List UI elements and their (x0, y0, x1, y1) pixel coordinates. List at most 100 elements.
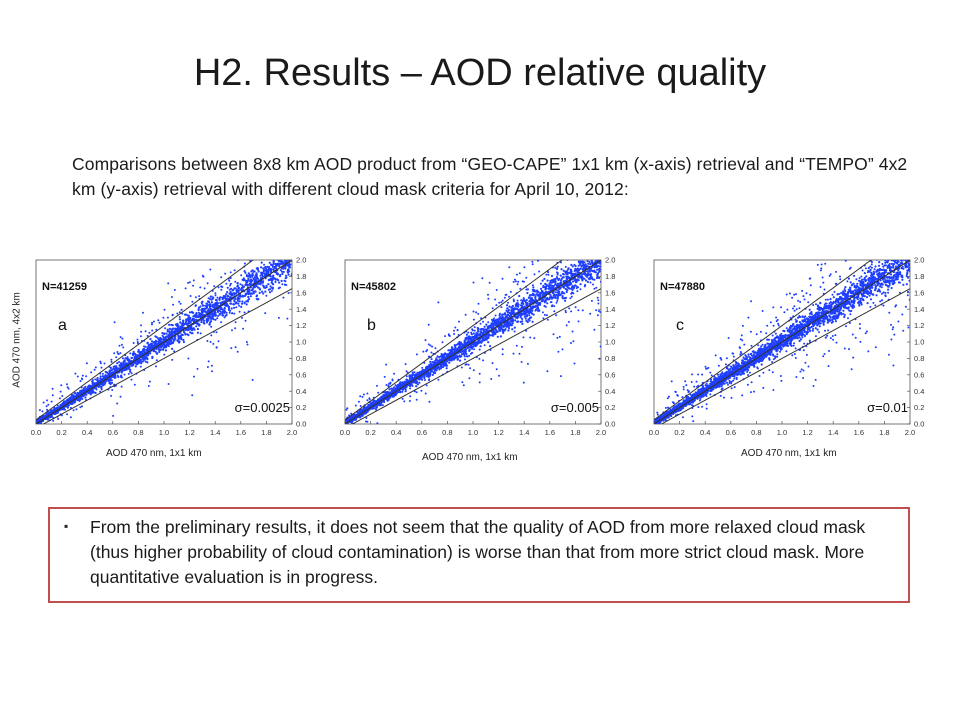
data-point (286, 268, 290, 271)
data-point (486, 325, 489, 328)
data-point (265, 249, 267, 251)
data-point (240, 226, 242, 228)
data-point (285, 274, 288, 277)
data-point (203, 307, 206, 310)
data-point (87, 391, 90, 394)
data-point (208, 322, 211, 326)
data-point (259, 283, 262, 286)
data-point (288, 245, 290, 247)
data-point (263, 269, 266, 272)
data-point (262, 267, 265, 270)
data-point (498, 327, 502, 330)
data-point (178, 327, 181, 330)
data-point (288, 254, 290, 256)
data-point (157, 319, 160, 322)
data-point (464, 350, 467, 353)
data-point (196, 315, 199, 318)
y-tick-label: 1.0 (296, 338, 306, 347)
data-point (223, 316, 226, 319)
data-point (151, 356, 154, 360)
data-point (401, 387, 404, 390)
data-point (118, 361, 121, 363)
data-point (209, 341, 212, 343)
data-point (144, 360, 147, 363)
data-point (286, 236, 288, 238)
intro-text: Comparisons between 8x8 km AOD product f… (72, 154, 908, 199)
data-point (140, 330, 143, 333)
data-point (127, 372, 130, 375)
data-point (591, 278, 594, 281)
data-point (100, 388, 103, 391)
data-point (265, 270, 268, 273)
data-point (267, 283, 270, 286)
data-point (445, 363, 448, 366)
data-point (227, 298, 230, 301)
data-point (141, 357, 144, 360)
data-point (485, 337, 488, 340)
data-point (173, 335, 176, 338)
data-point (218, 298, 221, 301)
data-point (443, 352, 447, 355)
data-point (168, 327, 171, 330)
data-point (54, 408, 57, 411)
data-point (229, 302, 232, 305)
data-point (67, 387, 70, 390)
data-point (476, 341, 479, 344)
data-point (464, 344, 467, 347)
data-point (85, 393, 88, 396)
data-point (523, 315, 526, 318)
data-point (262, 224, 264, 226)
data-point (38, 423, 41, 424)
point-cloud (345, 260, 601, 424)
data-point (541, 279, 544, 282)
data-point (64, 408, 66, 411)
data-point (481, 327, 484, 331)
data-point (273, 267, 276, 270)
data-point (165, 335, 168, 338)
data-point (194, 304, 197, 307)
data-point (117, 352, 120, 355)
data-point (538, 296, 541, 299)
data-point (285, 284, 288, 286)
data-point (89, 393, 92, 396)
scatter-panel-b: 0.0 0.2 0.4 0.6 0.8 1.0 1.2 1.4 1.6 1.8 2.0 0.0 0.2 0… (340, 256, 636, 440)
data-point (291, 250, 293, 252)
data-point (129, 370, 132, 373)
data-point (489, 325, 493, 329)
data-point (248, 247, 250, 249)
data-point (121, 363, 124, 366)
data-point (121, 369, 124, 372)
data-point (196, 331, 199, 334)
data-point (539, 302, 542, 305)
data-point (60, 414, 63, 417)
data-point (152, 320, 155, 323)
data-point (148, 380, 151, 383)
data-point (478, 340, 481, 343)
data-point (247, 293, 250, 296)
data-point (189, 321, 192, 324)
data-point (425, 365, 428, 369)
data-point (206, 282, 209, 285)
data-point (201, 274, 204, 277)
data-point (159, 348, 162, 351)
data-point (162, 343, 165, 346)
data-point (143, 345, 145, 348)
data-point (421, 378, 424, 381)
data-point (61, 395, 64, 397)
data-point (587, 262, 590, 265)
data-point (262, 292, 265, 295)
data-point (72, 409, 75, 412)
data-point (105, 380, 108, 382)
data-point (195, 325, 198, 328)
data-point (290, 253, 292, 255)
data-point (213, 303, 216, 306)
data-point (45, 405, 48, 408)
data-point (492, 322, 495, 326)
data-point (148, 331, 151, 334)
x-tick-label: 1.8 (261, 428, 271, 437)
data-point (251, 378, 254, 381)
data-point (529, 305, 532, 309)
data-point (236, 350, 239, 353)
data-point (167, 282, 170, 285)
x-tick-label: 0.4 (82, 428, 92, 437)
